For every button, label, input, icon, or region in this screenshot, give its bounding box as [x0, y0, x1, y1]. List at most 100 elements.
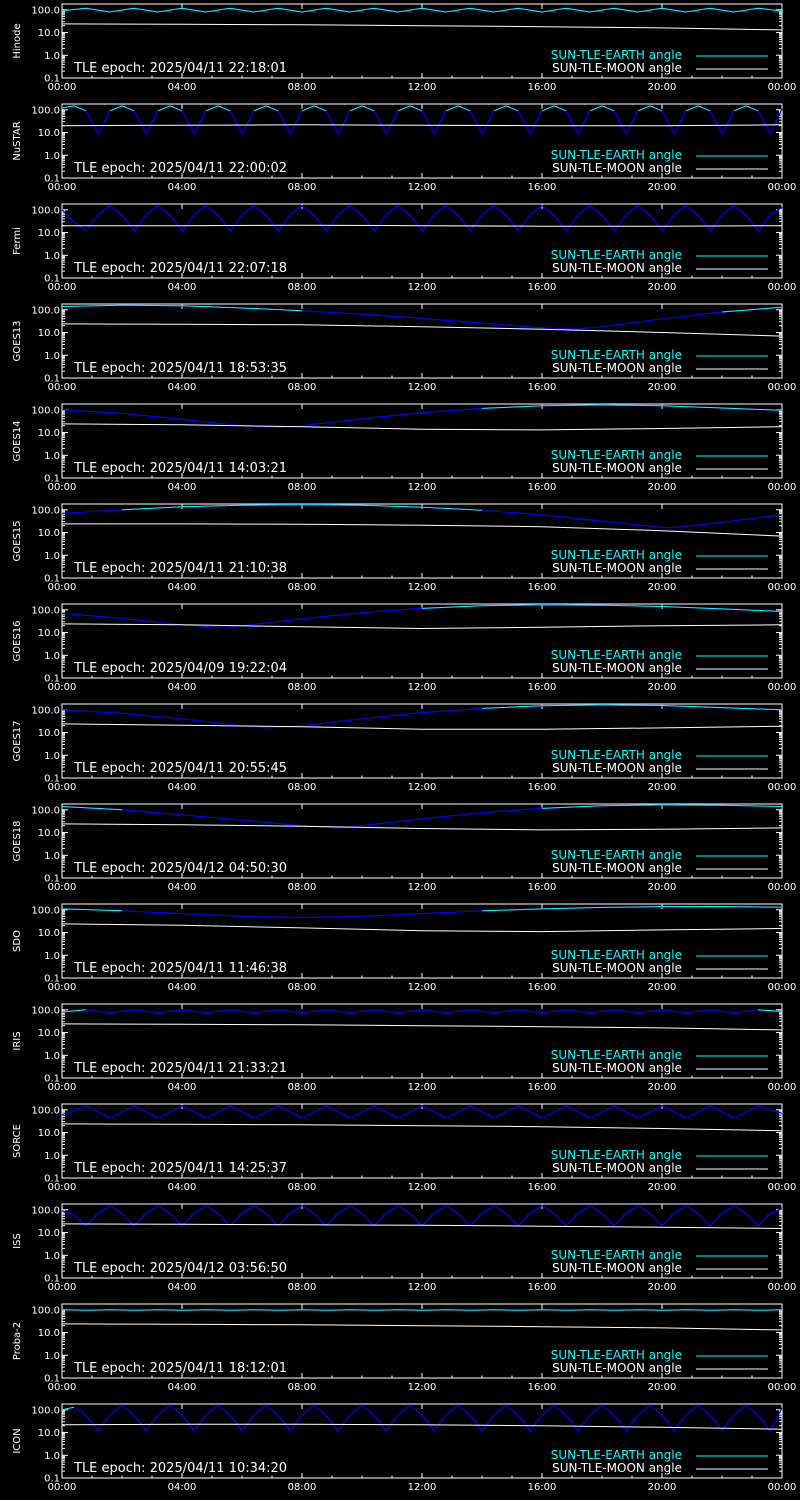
x-tick-label: 16:00: [528, 382, 557, 393]
x-tick-label: 12:00: [408, 682, 437, 693]
y-tick-label: 100.0: [31, 105, 60, 116]
earth-angle-line-highlight: [685, 105, 711, 112]
tle-epoch-label: TLE epoch: 2025/04/11 22:18:01: [73, 61, 287, 76]
x-tick-label: 00:00: [768, 1382, 797, 1393]
legend-moon-label: SUN-TLE-MOON angle: [552, 1161, 682, 1175]
y-tick-label: 100.0: [31, 805, 60, 816]
x-tick-label: 00:00: [48, 1182, 77, 1193]
y-tick-label: 0.1: [44, 674, 60, 685]
x-tick-label: 16:00: [528, 1382, 557, 1393]
x-tick-label: 00:00: [48, 182, 77, 193]
earth-angle-line-highlight: [121, 504, 483, 511]
y-tick-label: 1.0: [44, 1151, 60, 1162]
legend-moon-label: SUN-TLE-MOON angle: [552, 761, 682, 775]
legend-moon-label: SUN-TLE-MOON angle: [552, 561, 682, 575]
y-tick-label: 0.1: [44, 574, 60, 585]
y-tick-label: 0.1: [44, 274, 60, 285]
earth-angle-line: [61, 1009, 783, 1014]
y-tick-label: 100.0: [31, 605, 60, 616]
earth-angle-line-highlight: [757, 1009, 783, 1012]
x-tick-label: 00:00: [768, 1182, 797, 1193]
moon-angle-line: [61, 1423, 783, 1430]
x-tick-label: 12:00: [408, 1182, 437, 1193]
earth-angle-line-highlight: [109, 105, 135, 112]
y-tick-label: 100.0: [31, 5, 60, 16]
y-tick-label: 10.0: [38, 1228, 60, 1239]
x-tick-label: 20:00: [648, 482, 677, 493]
y-tick-label: 0.1: [44, 1174, 60, 1185]
x-tick-label: 08:00: [288, 182, 317, 193]
satellite-axis-label: Fermi: [12, 227, 23, 255]
legend-moon-label: SUN-TLE-MOON angle: [552, 461, 682, 475]
x-tick-label: 00:00: [48, 1382, 77, 1393]
earth-angle-line-highlight: [733, 105, 759, 112]
y-tick-label: 10.0: [38, 1128, 60, 1139]
x-tick-label: 04:00: [168, 1482, 197, 1493]
x-tick-label: 00:00: [768, 282, 797, 293]
legend-earth-label: SUN-TLE-EARTH angle: [551, 348, 682, 362]
x-tick-label: 12:00: [408, 1282, 437, 1293]
x-tick-label: 00:00: [48, 682, 77, 693]
x-tick-label: 00:00: [768, 382, 797, 393]
y-tick-label: 0.1: [44, 474, 60, 485]
y-tick-label: 10.0: [38, 428, 60, 439]
x-tick-label: 04:00: [168, 582, 197, 593]
y-tick-label: 100.0: [31, 505, 60, 516]
satellite-axis-label: ISS: [12, 1233, 23, 1249]
x-tick-label: 12:00: [408, 382, 437, 393]
x-tick-label: 00:00: [768, 182, 797, 193]
satellite-axis-label: ICON: [12, 1428, 23, 1453]
tle-epoch-label: TLE epoch: 2025/04/12 04:50:30: [73, 861, 287, 876]
x-tick-label: 20:00: [648, 882, 677, 893]
x-tick-label: 12:00: [408, 1482, 437, 1493]
moon-angle-line: [61, 423, 783, 431]
y-tick-label: 1.0: [44, 1051, 60, 1062]
x-tick-label: 16:00: [528, 682, 557, 693]
satellite-axis-label: Hinode: [12, 23, 23, 58]
y-tick-label: 1.0: [44, 1251, 60, 1262]
earth-angle-line-highlight: [637, 105, 663, 112]
y-tick-label: 0.1: [44, 174, 60, 185]
moon-angle-line: [61, 823, 783, 831]
x-tick-label: 00:00: [768, 782, 797, 793]
earth-angle-line-highlight: [205, 105, 231, 112]
y-tick-label: 100.0: [31, 1305, 60, 1316]
x-tick-label: 16:00: [528, 1082, 557, 1093]
panel-iris: 00:00 04:00 08:00 12:00 16:00 20:00 00:000.11.…: [12, 1003, 796, 1093]
y-tick-label: 10.0: [38, 128, 60, 139]
y-tick-label: 1.0: [44, 51, 60, 62]
moon-angle-line: [61, 923, 783, 933]
panel-sdo: 00:00 04:00 08:00 12:00 16:00 20:00 00:000.11.…: [12, 903, 796, 993]
x-tick-label: 08:00: [288, 1182, 317, 1193]
x-tick-label: 20:00: [648, 582, 677, 593]
panel-goes16: 00:00 04:00 08:00 12:00 16:00 20:00 00:000.11.…: [12, 603, 796, 693]
tle-epoch-label: TLE epoch: 2025/04/11 22:07:18: [73, 261, 287, 276]
x-tick-label: 16:00: [528, 582, 557, 593]
satellite-axis-label: GOES16: [12, 620, 23, 661]
panel-fermi: 00:00 04:00 08:00 12:00 16:00 20:00 00:000.11.…: [12, 203, 797, 293]
legend-earth-label: SUN-TLE-EARTH angle: [551, 848, 682, 862]
earth-angle-line-highlight: [445, 105, 471, 112]
panel-goes18: 00:00 04:00 08:00 12:00 16:00 20:00 00:000.11.…: [12, 803, 796, 893]
x-tick-label: 12:00: [408, 582, 437, 593]
x-tick-label: 04:00: [168, 882, 197, 893]
x-tick-label: 12:00: [408, 1382, 437, 1393]
y-tick-label: 10.0: [38, 1028, 60, 1039]
earth-angle-line-highlight: [589, 105, 615, 112]
x-tick-label: 04:00: [168, 982, 197, 993]
legend-earth-label: SUN-TLE-EARTH angle: [551, 1448, 682, 1462]
x-tick-label: 08:00: [288, 282, 317, 293]
y-tick-label: 0.1: [44, 74, 60, 85]
satellite-axis-label: GOES13: [12, 320, 23, 361]
x-tick-label: 00:00: [768, 1482, 797, 1493]
moon-angle-line: [61, 1223, 783, 1229]
y-tick-label: 10.0: [38, 828, 60, 839]
tle-epoch-label: TLE epoch: 2025/04/11 10:34:20: [73, 1461, 287, 1476]
x-tick-label: 20:00: [648, 1082, 677, 1093]
x-tick-label: 20:00: [648, 82, 677, 93]
legend-earth-label: SUN-TLE-EARTH angle: [551, 748, 682, 762]
x-tick-label: 08:00: [288, 82, 317, 93]
y-tick-label: 100.0: [31, 405, 60, 416]
tle-epoch-label: TLE epoch: 2025/04/09 19:22:04: [73, 661, 287, 676]
